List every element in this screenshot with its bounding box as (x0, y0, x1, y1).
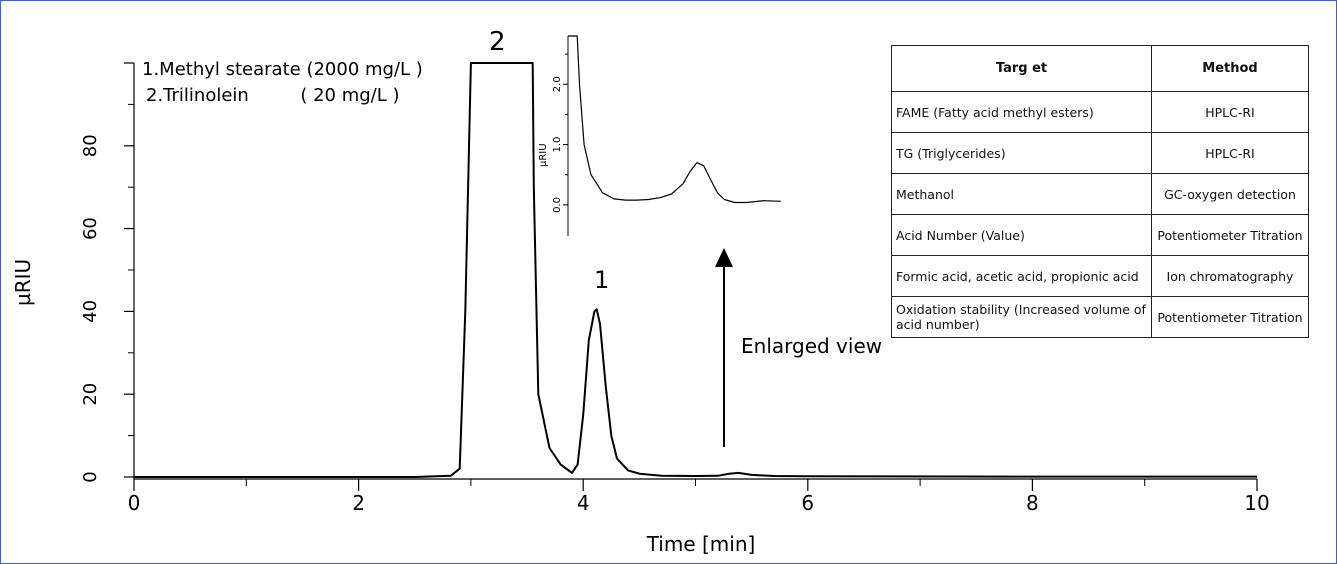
target-cell: Methanol (891, 173, 1152, 215)
x-tick-label: 10 (1244, 491, 1269, 515)
inset-y-axis-label: µRIU (538, 143, 549, 167)
method-cell: Ion chromatography (1151, 255, 1309, 297)
y-axis-label: µRIU (11, 258, 35, 306)
y-tick-label: 40 (80, 300, 101, 323)
chromatogram-line (134, 62, 1257, 478)
y-tick-label: 0 (80, 471, 101, 482)
x-tick-label: 8 (1026, 491, 1039, 515)
peak-label-2: 2 (489, 27, 506, 57)
x-tick-label: 2 (352, 491, 365, 515)
table-row: Acid Number (Value) Potentiometer Titrat… (891, 214, 1309, 256)
target-cell: Formic acid, acetic acid, propionic acid (891, 255, 1152, 297)
inset-chromatogram-line (568, 35, 781, 204)
table-header-row: Targ et Method (891, 45, 1309, 92)
legend-item-1: 1.Methyl stearate (2000 mg/L ) (142, 59, 423, 80)
inset-y-tick-label: 0.0 (552, 197, 563, 213)
table-row: FAME (Fatty acid methyl esters) HPLC-RI (891, 91, 1309, 133)
target-header: Targ et (891, 45, 1152, 92)
arrow-head (715, 248, 733, 267)
target-cell: Acid Number (Value) (891, 214, 1152, 256)
analysis-method-table: Targ et Method FAME (Fatty acid methyl e… (891, 45, 1309, 338)
method-header: Method (1151, 45, 1309, 92)
x-tick-label: 6 (801, 491, 814, 515)
peak-label-1: 1 (594, 266, 610, 294)
method-cell: HPLC-RI (1151, 91, 1309, 133)
inset-y-tick-label: 1.0 (552, 137, 563, 153)
y-tick-label: 20 (80, 383, 101, 406)
target-cell: Oxidation stability (Increased volume of… (891, 296, 1152, 338)
table-row: Oxidation stability (Increased volume of… (891, 296, 1309, 338)
method-cell: HPLC-RI (1151, 132, 1309, 174)
x-axis-label: Time [min] (646, 532, 756, 556)
table-row: Methanol GC-oxygen detection (891, 173, 1309, 215)
x-tick-label: 4 (577, 491, 590, 515)
legend-item-2: 2.Trilinolein ( 20 mg/L ) (146, 85, 400, 106)
target-cell: FAME (Fatty acid methyl esters) (891, 91, 1152, 133)
enlarged-view-label: Enlarged view (741, 334, 883, 358)
method-cell: Potentiometer Titration (1151, 214, 1309, 256)
table-row: TG (Triglycerides) HPLC-RI (891, 132, 1309, 174)
inset-y-tick-label: 2.0 (552, 76, 563, 92)
method-cell: GC-oxygen detection (1151, 173, 1309, 215)
y-tick-label: 60 (80, 217, 101, 240)
method-cell: Potentiometer Titration (1151, 296, 1309, 338)
target-cell: TG (Triglycerides) (891, 132, 1152, 174)
x-tick-label: 0 (128, 491, 141, 515)
y-tick-label: 80 (80, 134, 101, 157)
table-row: Formic acid, acetic acid, propionic acid… (891, 255, 1309, 297)
